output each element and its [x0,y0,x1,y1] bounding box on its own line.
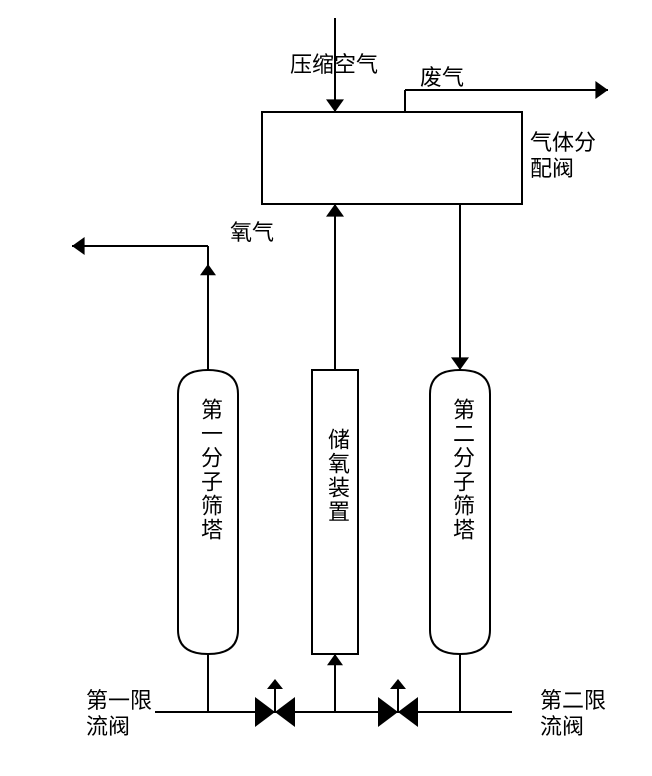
label-oxygen: 氧气 [230,220,274,245]
label-valve1-2: 流阀 [86,714,130,739]
label-tower-1: 第一分子筛塔 [190,398,226,542]
label-tower-2: 第二分子筛塔 [442,398,478,542]
label-valve2-2: 流阀 [540,714,584,739]
label-compressed-air: 压缩空气 [290,52,378,77]
label-valve2-1: 第二限 [540,688,606,713]
label-waste-gas: 废气 [420,65,464,90]
label-dist-valve-1: 气体分 [530,130,596,155]
label-oxygen-storage: 储氧装置 [317,428,353,524]
label-valve1-1: 第一限 [86,688,152,713]
label-dist-valve-2: 配阀 [530,156,574,181]
